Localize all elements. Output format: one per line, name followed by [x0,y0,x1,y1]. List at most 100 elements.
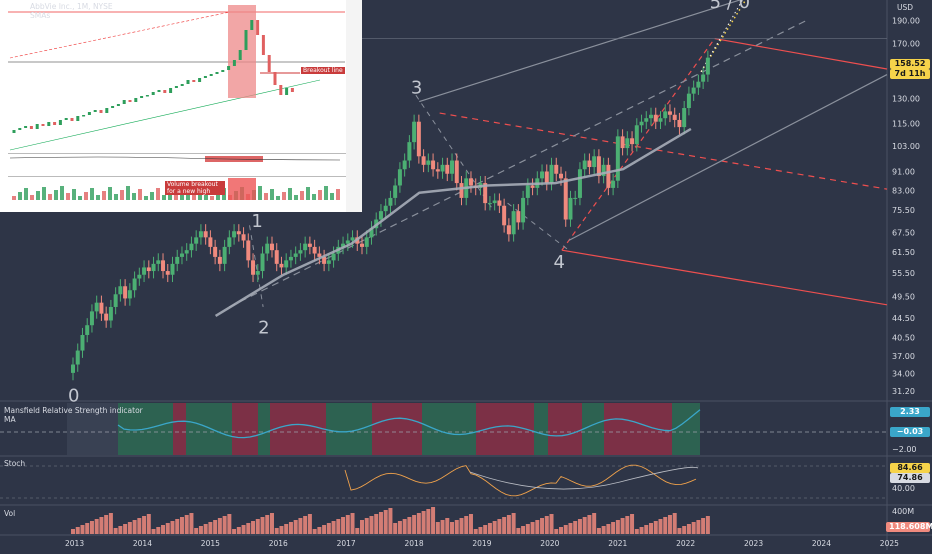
price-tick-label: 44.50 [892,314,915,323]
inset-candle [238,50,242,60]
candle-body [331,253,336,261]
candle-body [397,169,402,186]
candle-body [80,334,85,351]
volume-bar [322,525,327,534]
volume-bar [360,520,365,534]
candle-body [307,243,312,247]
inset-candle [192,80,196,82]
candle-body [705,57,710,75]
last-price-tag: 158.52 [890,59,930,69]
candle-body [450,160,455,174]
volume-bar [184,515,189,534]
inset-candle [122,100,126,104]
time-tick-label: 2025 [880,539,899,548]
inset-volume-bar [198,193,202,200]
volume-bar [511,513,516,534]
volume-bar [563,525,568,534]
volume-bar [222,516,227,534]
candle-body [312,246,317,254]
candle-body [123,286,128,299]
sma-title: SMAs [30,11,51,20]
candle-body [222,246,227,264]
volume-bar [189,513,194,534]
volume-bar [284,524,289,534]
candle-body [146,267,151,272]
time-tick-label: 2018 [405,539,424,548]
candle-body [639,121,644,126]
price-tick-label: 83.00 [892,186,915,195]
candle-body [251,260,256,275]
volume-bar [213,520,218,534]
inset-volume-bar [276,196,280,200]
candle-body [232,231,237,238]
candle-body [634,125,639,145]
volume-bar [487,523,492,534]
candle-body [151,263,156,272]
inset-volume-bar [24,188,28,200]
candle-body [203,231,208,238]
candle-body [540,171,545,179]
price-tick-label: 49.50 [892,292,915,301]
candle-body [696,81,701,88]
inset-candle [47,122,51,126]
candle-body [132,278,137,291]
candle-body [104,313,109,321]
inset-volume-bar [330,193,334,200]
pitchfork-handle-line [561,38,716,251]
inset-volume-spike [228,178,256,200]
volume-bar [265,515,270,534]
wave-label: 0 [68,386,79,407]
candle-body [279,263,284,268]
volume-bar [246,523,251,534]
candle-body [691,87,696,94]
candle-body [246,240,251,261]
volume-bar [236,527,241,534]
inset-candle [12,130,16,133]
candle-body [421,156,426,165]
volume-bar [454,520,459,534]
inset-divider [8,153,348,154]
volume-bar [483,525,488,534]
time-tick-label: 2023 [744,539,763,548]
volume-bar [667,515,672,534]
volume-tick-label: 400M [892,507,914,516]
volume-bar [123,524,128,534]
volume-bar [194,528,199,534]
volume-bar [331,521,336,534]
candle-body [549,164,554,184]
candle-body [378,211,383,220]
candle-body [483,183,488,204]
mansfield-band [67,403,118,455]
inset-candle [41,124,45,126]
time-tick-label: 2015 [201,539,220,548]
candle-body [677,119,682,128]
candle-body [649,114,654,119]
volume-bar [473,529,478,534]
volume-bar [80,525,85,534]
candle-body [360,243,365,247]
inset-volume-bar [216,192,220,200]
volume-bar [601,526,606,534]
volume-bar [431,507,436,534]
volume-bar [255,519,260,534]
volume-bar [217,518,222,534]
volume-bar [407,517,412,534]
mansfield-band [186,403,232,455]
inset-volume-bar [54,190,58,200]
volume-bar [146,514,151,534]
candle-body [525,185,530,198]
candle-body [601,164,606,177]
candle-body [298,250,303,254]
inset-volume-bar [72,189,76,200]
candle-body [364,237,369,247]
wave-connector [507,202,569,251]
volume-bar [525,524,530,534]
inset-candle [76,116,80,121]
inset-indicator-line [9,156,341,161]
candle-body [454,160,459,184]
pitchfork-upper-line [714,37,888,70]
stoch-k-tag: 84.66 [890,463,930,473]
inset-volume-bar [294,195,298,200]
